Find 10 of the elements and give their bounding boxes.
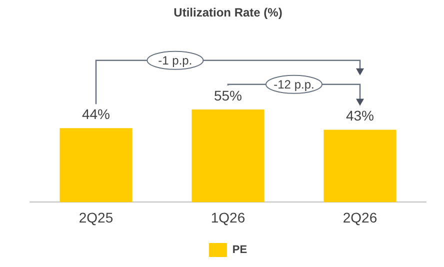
data-label: 55%: [214, 87, 242, 104]
x-tick-label: 1Q26: [210, 209, 246, 226]
legend-label: PE: [232, 244, 248, 256]
data-label: 43%: [346, 108, 374, 124]
text: -12 p.p.: [274, 77, 314, 92]
x-tick-label: 2Q26: [342, 209, 378, 226]
data-label: 44%: [82, 106, 110, 122]
x-tick-label: 2Q25: [78, 209, 114, 226]
text: -1 p.p.: [158, 53, 192, 68]
chart-title: Utilization Rate (%): [174, 6, 282, 20]
